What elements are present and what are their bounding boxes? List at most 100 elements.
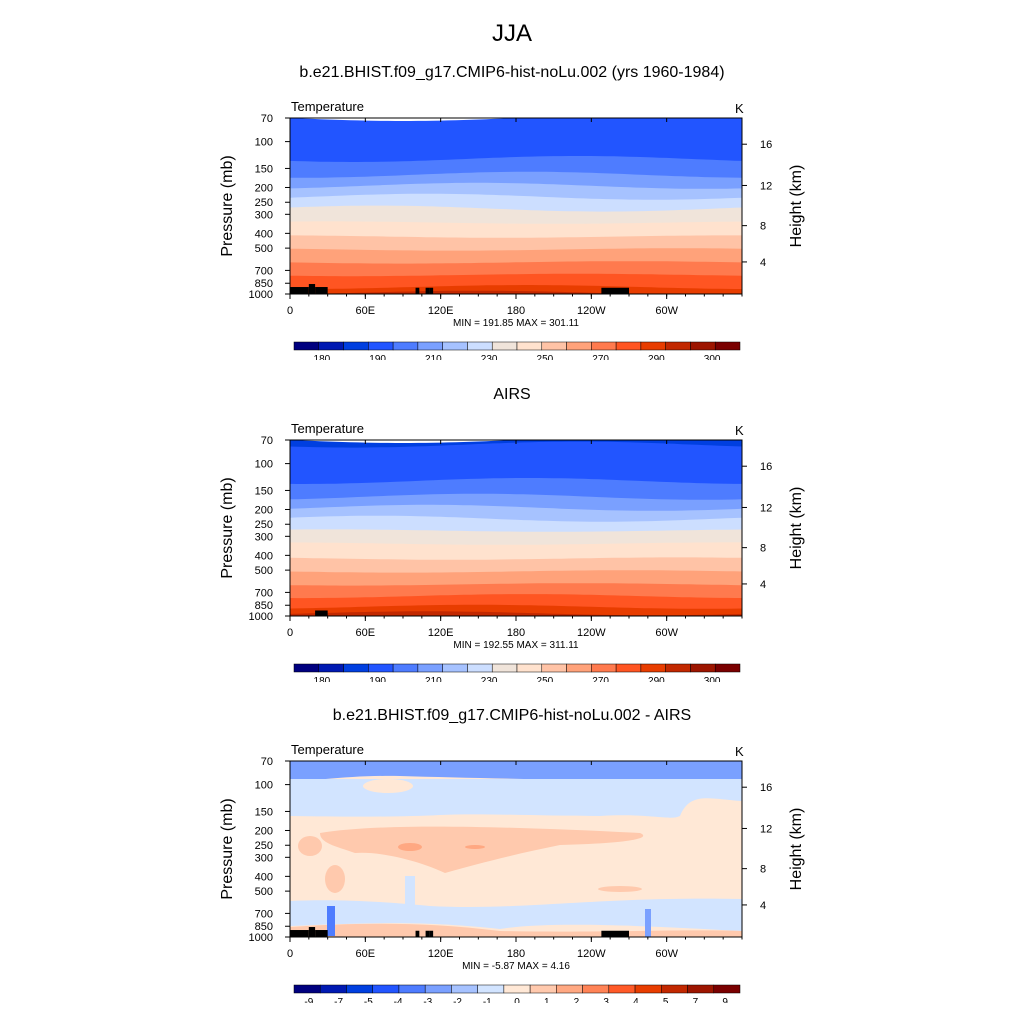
colorbar-box	[368, 663, 394, 673]
colorbar-box	[372, 984, 400, 994]
height-tick-label: 4	[760, 900, 766, 912]
colorbar-label: 230	[481, 676, 498, 682]
topography-mask	[308, 284, 316, 294]
colorbar-box	[665, 663, 691, 673]
colorbar-box	[398, 984, 426, 994]
pressure-tick-label: 100	[255, 780, 273, 792]
topography-mask	[308, 927, 316, 937]
height-tick-label: 4	[760, 579, 766, 591]
min-max-stats: MIN = 191.85 MAX = 301.11	[453, 318, 579, 329]
colorbar-box	[424, 984, 452, 994]
colorbar-label: 300	[704, 676, 721, 682]
colorbar-label: 290	[648, 676, 665, 682]
panel-title-model: b.e21.BHIST.f09_g17.CMIP6-hist-noLu.002 …	[299, 64, 725, 81]
height-axis-title: Height (km)	[788, 808, 805, 891]
pressure-tick-label: 70	[261, 113, 273, 125]
topography-mask	[429, 930, 434, 937]
pressure-tick-label: 1000	[249, 932, 273, 944]
pressure-tick-label: 200	[255, 825, 273, 837]
diff-blob-warm-mid	[325, 865, 345, 893]
longitude-tick-label: 120W	[577, 305, 606, 317]
height-axis-title: Height (km)	[788, 165, 805, 248]
longitude-tick-label: 180	[507, 305, 525, 317]
temperature-band	[290, 611, 742, 616]
diff-blob-warmer-2	[465, 845, 485, 849]
colorbar-label: 4	[633, 997, 639, 1003]
colorbar-box	[665, 341, 691, 351]
colorbar-label: 270	[592, 676, 609, 682]
pressure-tick-label: 150	[255, 163, 273, 175]
pressure-tick-label: 700	[255, 908, 273, 920]
colorbar-label: 250	[537, 354, 554, 360]
colorbar-label: 180	[314, 354, 331, 360]
longitude-tick-label: 60E	[356, 627, 376, 639]
colorbar-label: 250	[537, 676, 554, 682]
pressure-tick-label: 1000	[249, 611, 273, 623]
topography-mask	[290, 287, 309, 294]
topography-mask	[315, 610, 328, 616]
units-label: K	[735, 744, 744, 759]
pressure-axis-title: Pressure (mb)	[219, 798, 236, 899]
temperature-panel-obs: Temperature K7010015020025030040050070085…	[219, 421, 805, 682]
pressure-tick-label: 150	[255, 806, 273, 818]
colorbar-box	[491, 341, 518, 351]
pressure-tick-label: 850	[255, 921, 273, 933]
diff-blob-warm-100	[363, 779, 413, 793]
colorbar-box	[318, 663, 344, 673]
pressure-tick-label: 500	[255, 886, 273, 898]
colorbar-box	[293, 341, 320, 351]
panel-title-diff: b.e21.BHIST.f09_g17.CMIP6-hist-noLu.002 …	[332, 707, 692, 724]
temperature-panel-model: Temperature K7010015020025030040050070085…	[219, 99, 805, 360]
colorbar-box	[442, 663, 468, 673]
pressure-tick-label: 250	[255, 840, 273, 852]
colorbar-box	[690, 341, 716, 351]
height-tick-label: 16	[760, 139, 772, 151]
pressure-tick-label: 300	[255, 852, 273, 864]
pressure-tick-label: 300	[255, 531, 273, 543]
units-label: K	[735, 423, 744, 438]
variable-label: Temperature	[291, 99, 364, 114]
longitude-tick-label: 120E	[428, 948, 454, 960]
diff-blob-warmer	[398, 843, 422, 851]
colorbar-label: -3	[423, 997, 432, 1003]
pressure-tick-label: 400	[255, 228, 273, 240]
topography-mask	[429, 287, 434, 294]
pressure-tick-label: 200	[255, 182, 273, 194]
diff-column-cold-left	[327, 906, 335, 936]
pressure-tick-label: 700	[255, 265, 273, 277]
pressure-tick-label: 500	[255, 243, 273, 255]
colorbar-label: 210	[425, 676, 442, 682]
colorbar-box	[442, 341, 468, 351]
pressure-tick-label: 100	[255, 137, 273, 149]
colorbar-label: 3	[603, 997, 609, 1003]
colorbar-box	[541, 341, 567, 351]
height-tick-label: 12	[760, 823, 772, 835]
colorbar-box	[319, 984, 347, 994]
variable-label: Temperature	[291, 421, 364, 436]
longitude-tick-label: 180	[507, 948, 525, 960]
pressure-tick-label: 150	[255, 485, 273, 497]
colorbar-box	[608, 984, 636, 994]
pressure-tick-label: 1000	[249, 289, 273, 301]
colorbar-box	[714, 663, 741, 673]
colorbar-box	[417, 663, 443, 673]
colorbar-box	[346, 984, 373, 994]
diff-band-cool-lower	[290, 898, 742, 931]
longitude-tick-label: 60W	[655, 305, 678, 317]
colorbar-box	[615, 341, 642, 351]
colorbar-label: 180	[314, 676, 331, 682]
colorbar-box	[556, 984, 583, 994]
topography-mask	[315, 287, 328, 294]
colorbar-label: 270	[592, 354, 609, 360]
variable-label: Temperature	[291, 742, 364, 757]
diff-blob-warm-left	[298, 836, 322, 856]
colorbar-box	[392, 663, 419, 673]
colorbar-box	[582, 984, 610, 994]
colorbar-box	[343, 663, 369, 673]
pressure-tick-label: 200	[255, 504, 273, 516]
diff-column-cold-right	[645, 909, 651, 937]
topography-mask	[425, 930, 430, 937]
pressure-tick-label: 250	[255, 519, 273, 531]
colorbar-box	[640, 663, 666, 673]
